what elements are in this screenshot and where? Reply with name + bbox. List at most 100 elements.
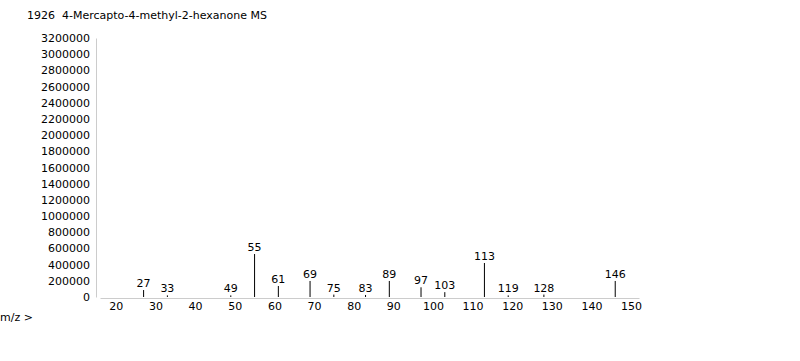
y-tick: 3200000 — [41, 32, 96, 45]
x-tick-label: 100 — [423, 300, 444, 313]
peak — [389, 281, 390, 297]
y-tick-label: 800000 — [48, 226, 90, 239]
x-axis-title: m/z > — [0, 311, 33, 324]
y-tick-label: 400000 — [48, 259, 90, 272]
y-tick-label: 200000 — [48, 275, 90, 288]
peak — [365, 295, 366, 297]
y-tick: 600000 — [48, 242, 96, 255]
peak — [333, 295, 334, 297]
x-tick-label: 70 — [308, 300, 322, 313]
peak-label: 49 — [224, 282, 238, 295]
x-tick-label: 50 — [228, 300, 242, 313]
y-tick: 1000000 — [41, 210, 96, 223]
peak-label: 27 — [137, 277, 151, 290]
chart: 4-Mercapto-4-methyl-2-hexanone MS 1926 m/z… — [0, 0, 800, 361]
peak — [615, 281, 616, 297]
y-tick: 800000 — [48, 226, 96, 239]
y-tick: 2400000 — [41, 97, 96, 110]
peak-label: 146 — [605, 268, 626, 281]
x-tick: 50 — [228, 298, 242, 313]
peak-label: 113 — [474, 250, 495, 263]
peak — [508, 295, 509, 297]
peak — [230, 295, 231, 297]
x-axis: 20 30 40 50 60 70 80 90 100 110 120 130 140 150 — [101, 298, 643, 313]
peak-label: 33 — [160, 282, 174, 295]
x-tick-label: 110 — [463, 300, 484, 313]
peak-label: 97 — [414, 274, 428, 287]
y-tick: 400000 — [48, 259, 96, 272]
peak — [278, 286, 279, 297]
x-tick: 140 — [581, 298, 602, 313]
x-tick: 20 — [109, 298, 123, 313]
y-axis: 0 200000 400000 600000 800000 1000000 1200000 1… — [41, 32, 97, 304]
y-tick: 0 — [83, 291, 96, 304]
y-tick-label: 1800000 — [41, 145, 90, 158]
peak — [543, 295, 544, 297]
peaks — [144, 254, 616, 297]
x-tick-label: 30 — [149, 300, 163, 313]
x-tick: 60 — [268, 298, 282, 313]
peak-labels: 27 33 49 55 61 69 75 83 89 97 103 113 119 128 146 — [137, 241, 626, 295]
y-tick: 3000000 — [41, 48, 96, 61]
peak — [484, 263, 485, 297]
title: 4-Mercapto-4-methyl-2-hexanone MS — [62, 9, 267, 22]
y-tick-label: 2000000 — [41, 129, 90, 142]
y-tick: 1800000 — [41, 145, 96, 158]
x-tick: 100 — [423, 298, 444, 313]
y-tick: 2800000 — [41, 64, 96, 77]
peak — [254, 254, 255, 297]
x-tick: 150 — [621, 298, 642, 313]
y-tick: 1400000 — [41, 178, 96, 191]
x-tick: 120 — [502, 298, 523, 313]
x-tick: 80 — [347, 298, 361, 313]
y-tick-label: 0 — [83, 291, 90, 304]
y-tick-label: 3000000 — [41, 48, 90, 61]
annotation: 1926 — [27, 9, 55, 22]
peak — [444, 292, 445, 297]
y-tick-label: 600000 — [48, 242, 90, 255]
x-tick-label: 120 — [502, 300, 523, 313]
y-axis-line — [96, 39, 97, 298]
y-tick-label: 3200000 — [41, 32, 90, 45]
peak-label: 69 — [303, 268, 317, 281]
x-tick: 110 — [463, 298, 484, 313]
x-tick: 70 — [308, 298, 322, 313]
peak-label: 89 — [382, 268, 396, 281]
x-tick-label: 80 — [347, 300, 361, 313]
x-tick-label: 130 — [542, 300, 563, 313]
peak-label: 83 — [359, 282, 373, 295]
peak-label: 55 — [248, 241, 262, 254]
y-tick-label: 1000000 — [41, 210, 90, 223]
x-tick-label: 60 — [268, 300, 282, 313]
y-tick-label: 2600000 — [41, 81, 90, 94]
peak-label: 75 — [327, 282, 341, 295]
y-tick-label: 2400000 — [41, 97, 90, 110]
y-tick: 2200000 — [41, 113, 96, 126]
y-tick-label: 1200000 — [41, 194, 90, 207]
x-tick: 130 — [542, 298, 563, 313]
y-tick: 2600000 — [41, 81, 96, 94]
peak — [167, 295, 168, 297]
y-tick-label: 1600000 — [41, 162, 90, 175]
y-tick: 1200000 — [41, 194, 96, 207]
x-tick: 30 — [149, 298, 163, 313]
peak — [421, 287, 422, 297]
x-tick: 40 — [189, 298, 203, 313]
peak-label: 128 — [533, 282, 554, 295]
peak-label: 103 — [434, 279, 455, 292]
peak — [143, 290, 144, 297]
y-tick: 2000000 — [41, 129, 96, 142]
x-tick: 90 — [387, 298, 401, 313]
y-tick: 1600000 — [41, 162, 96, 175]
y-tick: 200000 — [48, 275, 96, 288]
peak-label: 61 — [271, 273, 285, 286]
peak — [310, 281, 311, 297]
peak-label: 119 — [498, 282, 519, 295]
x-tick-label: 150 — [621, 300, 642, 313]
y-tick-label: 2800000 — [41, 64, 90, 77]
x-tick-label: 40 — [189, 300, 203, 313]
y-tick-label: 2200000 — [41, 113, 90, 126]
x-tick-label: 90 — [387, 300, 401, 313]
x-tick-label: 140 — [581, 300, 602, 313]
x-tick-label: 20 — [109, 300, 123, 313]
